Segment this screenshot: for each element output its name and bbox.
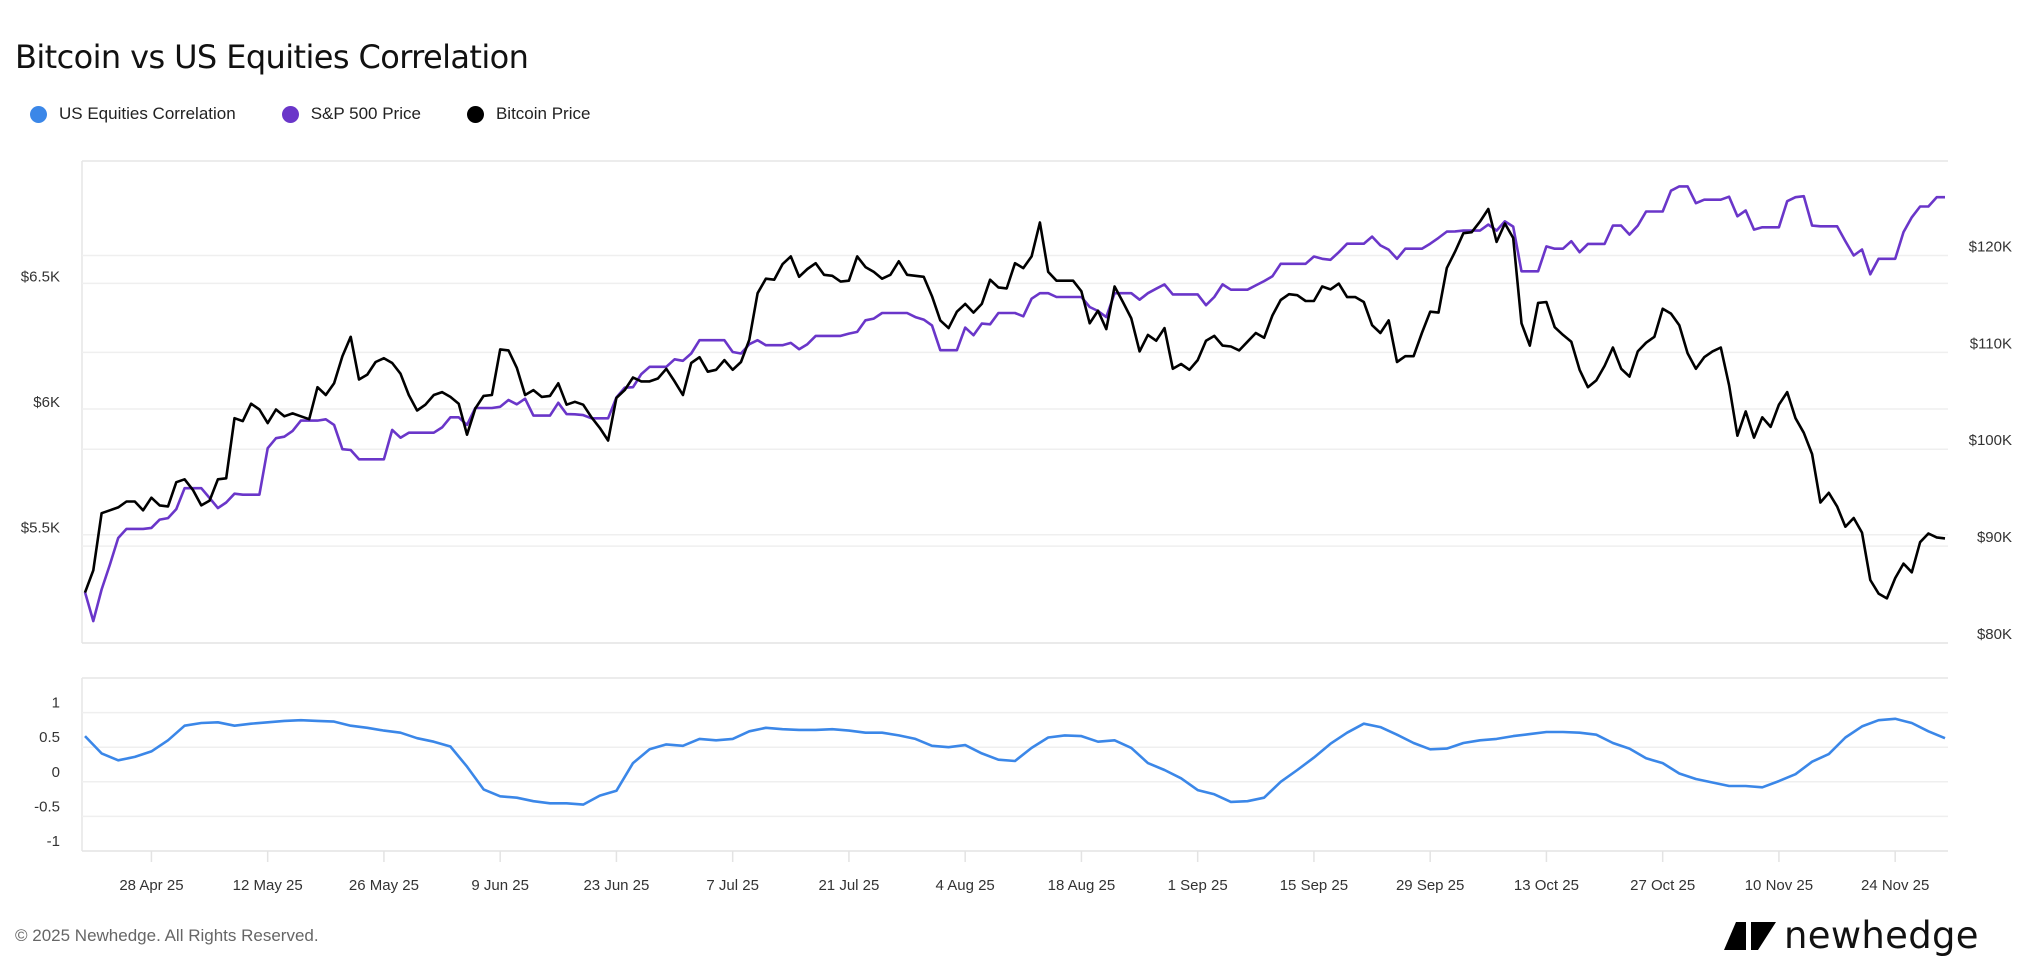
left-axis-tick-label: 0.5 <box>39 729 60 746</box>
x-axis-tick-label: 23 Jun 25 <box>583 877 649 894</box>
left-axis-tick-label: 1 <box>52 695 60 712</box>
x-axis-tick-label: 24 Nov 25 <box>1861 877 1929 894</box>
x-axis-tick-label: 10 Nov 25 <box>1745 877 1813 894</box>
legend-item-sp500[interactable]: S&P 500 Price <box>281 104 421 124</box>
right-axis-tick-label: $120K <box>1969 238 2012 255</box>
legend-dot-icon <box>281 105 299 123</box>
copyright-text: © 2025 Newhedge. All Rights Reserved. <box>15 926 319 945</box>
x-axis-tick-label: 7 Jul 25 <box>706 877 759 894</box>
right-axis-tick-label: $110K <box>1970 335 2012 352</box>
series-line-us-equities-correlation[interactable] <box>84 717 1946 806</box>
legend-label: Bitcoin Price <box>495 104 591 123</box>
x-axis-tick-label: 18 Aug 25 <box>1048 877 1116 894</box>
legend-label: US Equities Correlation <box>59 104 236 123</box>
newhedge-logo-icon <box>1724 921 1776 950</box>
left-axis-tick-label: $6K <box>33 394 60 411</box>
x-axis-tick-label: 29 Sep 25 <box>1396 877 1464 894</box>
legend-dot-icon <box>30 105 47 123</box>
logo-text: newhedge <box>1784 914 1979 957</box>
x-axis-tick-label: 15 Sep 25 <box>1280 877 1348 894</box>
legend-label: S&P 500 Price <box>310 104 421 123</box>
newhedge-logo[interactable]: newhedge <box>1724 914 1979 957</box>
right-axis-tick-label: $90K <box>1977 529 2012 546</box>
right-axis-tick-label: $100K <box>1969 432 2012 449</box>
x-axis-tick-label: 28 Apr 25 <box>119 877 183 894</box>
legend-item-correlation[interactable]: US Equities Correlation <box>30 104 236 124</box>
x-axis-tick-label: 13 Oct 25 <box>1514 877 1579 894</box>
left-axis-tick-label: -1 <box>47 833 60 850</box>
x-axis-tick-label: 26 May 25 <box>349 877 419 894</box>
left-axis-tick-label: 0 <box>52 764 60 781</box>
legend: US Equities Correlation S&P 500 Price Bi… <box>30 104 636 124</box>
legend-dot-icon <box>466 105 484 123</box>
legend-item-bitcoin[interactable]: Bitcoin Price <box>466 104 591 124</box>
chart-title: Bitcoin vs US Equities Correlation <box>15 38 529 76</box>
x-axis-tick-label: 9 Jun 25 <box>471 877 529 894</box>
left-axis-tick-label: $6.5K <box>21 268 60 285</box>
x-axis-tick-label: 12 May 25 <box>233 877 303 894</box>
left-axis-tick-label: -0.5 <box>34 798 60 815</box>
series-line-bitcoin-price[interactable] <box>83 207 1946 600</box>
x-axis-tick-label: 21 Jul 25 <box>818 877 879 894</box>
x-axis-tick-label: 4 Aug 25 <box>936 877 995 894</box>
x-axis-tick-label: 1 Sep 25 <box>1168 877 1228 894</box>
right-axis-tick-label: $80K <box>1977 626 2012 643</box>
left-axis-tick-label: $5.5K <box>21 520 60 537</box>
x-axis-tick-label: 27 Oct 25 <box>1630 877 1695 894</box>
series-line-s-p-500-price[interactable] <box>83 185 1945 623</box>
